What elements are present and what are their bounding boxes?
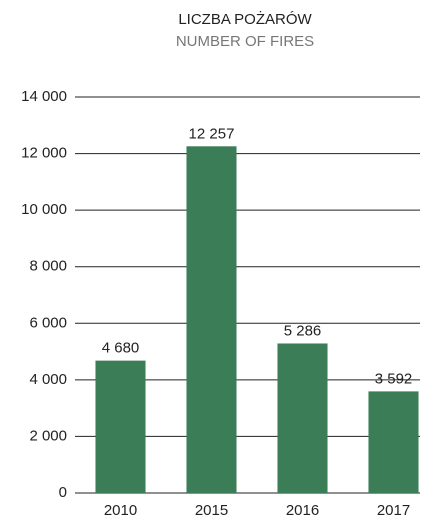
- x-tick-label: 2017: [377, 502, 410, 519]
- y-tick-label: 4 000: [29, 371, 67, 388]
- y-tick-label: 14 000: [21, 88, 67, 105]
- x-tick-label: 2015: [195, 502, 228, 519]
- y-tick-label: 6 000: [29, 314, 67, 331]
- data-label: 12 257: [189, 125, 235, 142]
- bar: [368, 391, 419, 493]
- chart-subtitle: NUMBER OF FIRES: [176, 33, 314, 50]
- y-tick-label: 12 000: [21, 145, 67, 162]
- y-tick-label: 8 000: [29, 258, 67, 275]
- x-tick-label: 2016: [286, 502, 319, 519]
- bar: [186, 146, 237, 493]
- y-tick-label: 10 000: [21, 201, 67, 218]
- bar: [277, 343, 328, 493]
- data-label: 3 592: [375, 370, 413, 387]
- data-label: 4 680: [102, 340, 140, 357]
- y-tick-label: 2 000: [29, 427, 67, 444]
- data-label: 5 286: [284, 322, 322, 339]
- bar: [95, 360, 146, 493]
- x-tick-label: 2010: [104, 502, 137, 519]
- chart-title: LICZBA POŻARÓW: [178, 10, 312, 28]
- y-tick-label: 0: [59, 484, 67, 501]
